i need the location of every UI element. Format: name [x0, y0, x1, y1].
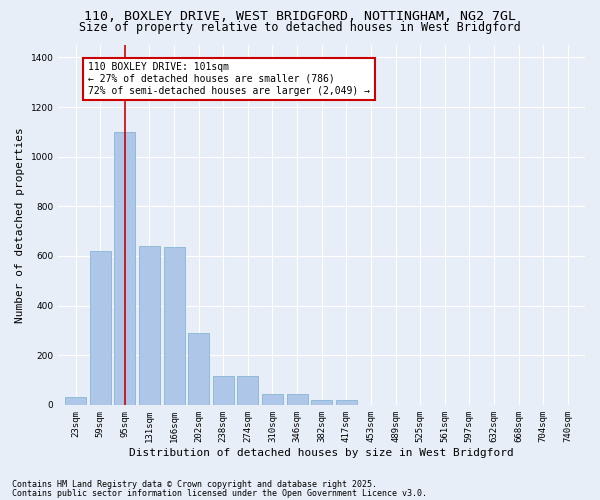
Bar — [311, 400, 332, 405]
Y-axis label: Number of detached properties: Number of detached properties — [15, 127, 25, 323]
Text: 110, BOXLEY DRIVE, WEST BRIDGFORD, NOTTINGHAM, NG2 7GL: 110, BOXLEY DRIVE, WEST BRIDGFORD, NOTTI… — [84, 10, 516, 23]
Bar — [188, 333, 209, 405]
Bar — [262, 394, 283, 405]
Text: Contains public sector information licensed under the Open Government Licence v3: Contains public sector information licen… — [12, 489, 427, 498]
Bar — [238, 376, 259, 405]
Text: 110 BOXLEY DRIVE: 101sqm
← 27% of detached houses are smaller (786)
72% of semi-: 110 BOXLEY DRIVE: 101sqm ← 27% of detach… — [88, 62, 370, 96]
Text: Contains HM Land Registry data © Crown copyright and database right 2025.: Contains HM Land Registry data © Crown c… — [12, 480, 377, 489]
Bar — [139, 246, 160, 405]
Bar — [336, 400, 357, 405]
Bar — [65, 398, 86, 405]
Bar — [115, 132, 136, 405]
Text: Size of property relative to detached houses in West Bridgford: Size of property relative to detached ho… — [79, 21, 521, 34]
Bar — [90, 251, 111, 405]
X-axis label: Distribution of detached houses by size in West Bridgford: Distribution of detached houses by size … — [130, 448, 514, 458]
Bar — [213, 376, 234, 405]
Bar — [164, 248, 185, 405]
Bar — [287, 394, 308, 405]
